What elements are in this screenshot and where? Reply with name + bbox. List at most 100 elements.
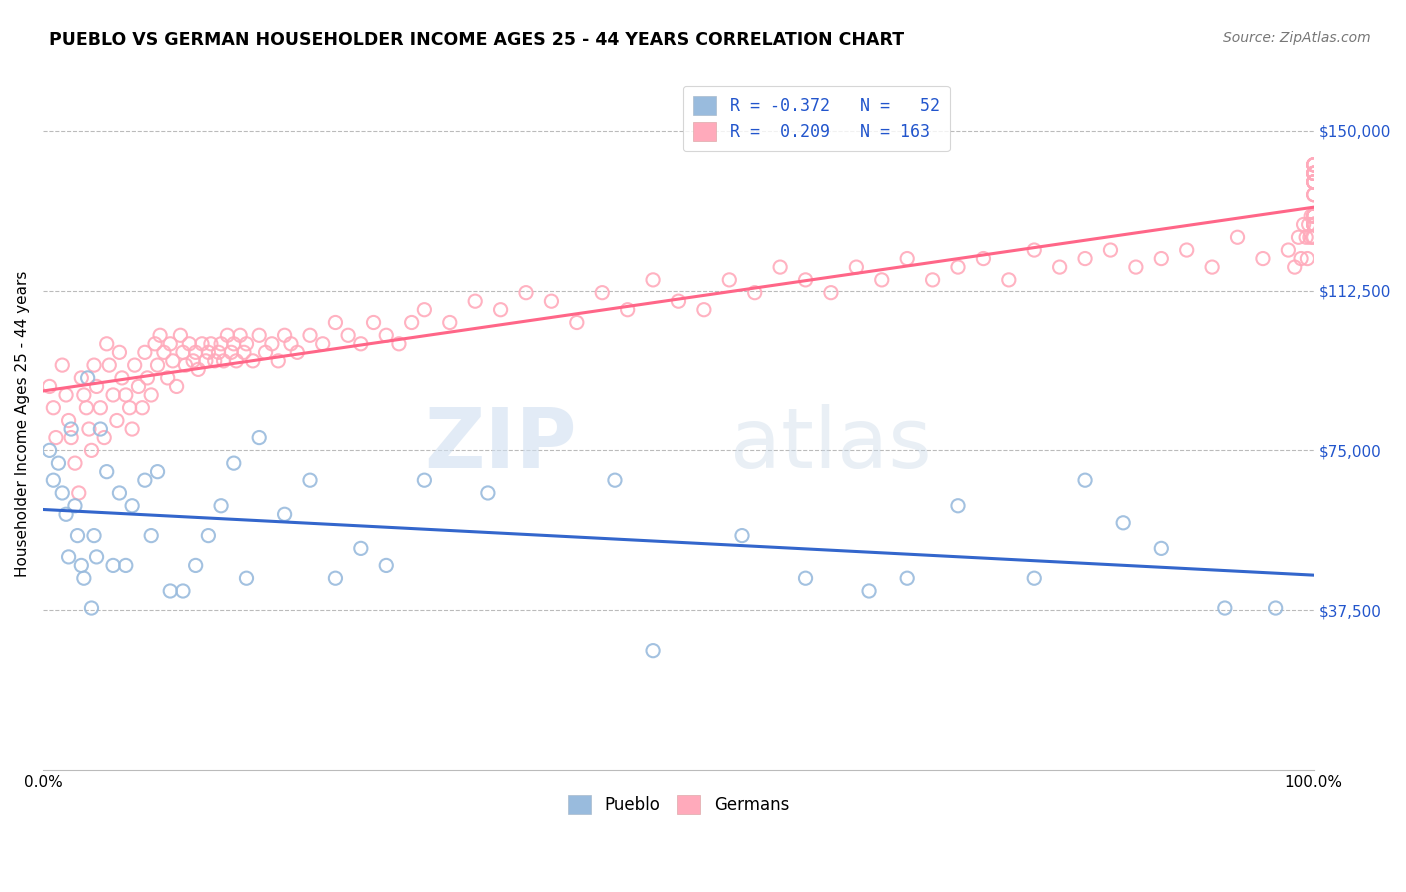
Point <box>131 401 153 415</box>
Point <box>146 465 169 479</box>
Point <box>1302 187 1324 202</box>
Text: atlas: atlas <box>730 404 932 485</box>
Point <box>946 499 969 513</box>
Point <box>225 354 247 368</box>
Point <box>1302 166 1324 180</box>
Point <box>141 528 163 542</box>
Point <box>194 354 217 368</box>
Y-axis label: Householder Income Ages 25 - 44 years: Householder Income Ages 25 - 44 years <box>15 270 30 577</box>
Point <box>1284 260 1306 274</box>
Point <box>80 443 103 458</box>
Point <box>80 601 103 615</box>
Point <box>134 473 156 487</box>
Point <box>1302 175 1324 189</box>
Point <box>156 371 179 385</box>
Text: ZIP: ZIP <box>425 404 576 485</box>
Point <box>273 328 295 343</box>
Point <box>197 345 219 359</box>
Point <box>1074 473 1097 487</box>
Point <box>1302 175 1324 189</box>
Point <box>108 486 131 500</box>
Point <box>1302 175 1324 189</box>
Point <box>83 358 105 372</box>
Point <box>375 328 398 343</box>
Point <box>1302 209 1324 223</box>
Point <box>93 431 115 445</box>
Point <box>1150 541 1173 556</box>
Point <box>1150 252 1173 266</box>
Point <box>1289 252 1312 266</box>
Point <box>143 336 166 351</box>
Point <box>58 549 80 564</box>
Point <box>108 345 131 359</box>
Point <box>401 316 423 330</box>
Point <box>1302 187 1324 202</box>
Point <box>280 336 302 351</box>
Point <box>1302 166 1324 180</box>
Point <box>350 336 373 351</box>
Point <box>1302 218 1324 232</box>
Point <box>111 371 134 385</box>
Point <box>1302 187 1324 202</box>
Legend: Pueblo, Germans: Pueblo, Germans <box>558 785 799 824</box>
Point <box>1125 260 1147 274</box>
Point <box>187 362 209 376</box>
Point <box>76 371 98 385</box>
Point <box>337 328 360 343</box>
Point <box>325 571 347 585</box>
Point <box>209 499 232 513</box>
Point <box>489 302 512 317</box>
Point <box>1302 158 1324 172</box>
Point <box>51 486 73 500</box>
Point <box>1302 209 1324 223</box>
Point <box>60 422 83 436</box>
Point <box>174 358 197 372</box>
Point <box>998 273 1021 287</box>
Point <box>101 558 124 573</box>
Point <box>96 336 118 351</box>
Point <box>845 260 868 274</box>
Point <box>718 273 741 287</box>
Point <box>77 422 100 436</box>
Point <box>896 252 918 266</box>
Point <box>1302 166 1324 180</box>
Point <box>731 528 754 542</box>
Point <box>298 473 321 487</box>
Point <box>1302 166 1324 180</box>
Point <box>63 499 86 513</box>
Point <box>89 401 111 415</box>
Point <box>1302 209 1324 223</box>
Point <box>591 285 613 300</box>
Point <box>149 328 172 343</box>
Point <box>48 456 70 470</box>
Point <box>1302 175 1324 189</box>
Point <box>1049 260 1071 274</box>
Point <box>159 584 181 599</box>
Point <box>184 558 207 573</box>
Point <box>42 473 65 487</box>
Point <box>229 328 252 343</box>
Point <box>114 558 136 573</box>
Point <box>616 302 638 317</box>
Point <box>1298 218 1320 232</box>
Point <box>769 260 792 274</box>
Point <box>247 328 270 343</box>
Point <box>89 422 111 436</box>
Point <box>86 549 108 564</box>
Point <box>200 336 222 351</box>
Point <box>744 285 766 300</box>
Point <box>1302 158 1324 172</box>
Point <box>1295 230 1317 244</box>
Point <box>1302 158 1324 172</box>
Point <box>1302 209 1324 223</box>
Point <box>247 431 270 445</box>
Point <box>1302 218 1324 232</box>
Point <box>285 345 308 359</box>
Point <box>363 316 385 330</box>
Point <box>858 584 880 599</box>
Point <box>114 388 136 402</box>
Point <box>1292 218 1315 232</box>
Point <box>298 328 321 343</box>
Point <box>121 422 143 436</box>
Point <box>1302 218 1324 232</box>
